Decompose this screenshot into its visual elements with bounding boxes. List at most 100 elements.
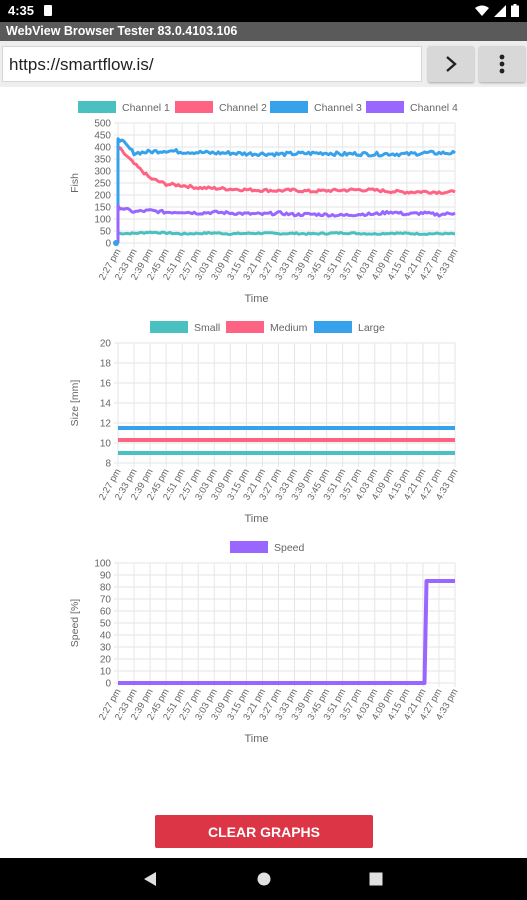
y-tick-label: 14	[100, 399, 112, 410]
legend-item[interactable]: Channel 2	[175, 101, 267, 114]
y-tick-label: 10	[100, 439, 112, 450]
series-line	[116, 145, 456, 243]
size-chart-legend: Small Medium Large	[150, 321, 385, 334]
y-tick-label: 16	[100, 379, 112, 390]
y-tick-label: 400	[94, 143, 111, 154]
y-tick-label: 20	[100, 339, 112, 350]
speed-chart-x-label: Time	[244, 733, 268, 745]
fish-chart-series	[113, 137, 456, 246]
navigation-bar	[0, 858, 527, 900]
series-line	[116, 230, 456, 243]
y-tick-label: 18	[100, 359, 112, 370]
fish-chart: Channel 1 Channel 2 Channel 3 Channel 4 050…	[69, 101, 461, 305]
speed-chart-x-axis: 2:27 pm2:33 pm2:39 pm2:45 pm2:51 pm2:57 …	[97, 687, 461, 722]
signal-icon	[494, 4, 506, 17]
status-time: 4:35	[8, 3, 35, 18]
y-tick-label: 20	[100, 655, 112, 666]
recents-icon[interactable]	[369, 872, 383, 886]
sd-card-icon	[44, 5, 52, 16]
y-tick-label: 40	[100, 631, 112, 642]
y-tick-label: 300	[94, 167, 111, 178]
legend-item[interactable]: Small	[150, 321, 220, 334]
y-tick-label: 350	[94, 155, 111, 166]
legend-swatch	[78, 101, 116, 113]
legend-label: Channel 2	[219, 102, 267, 114]
size-chart-grid	[114, 342, 456, 467]
status-bar: 4:35	[0, 0, 527, 22]
y-tick-label: 0	[105, 679, 111, 690]
series-line	[118, 579, 455, 685]
y-tick-label: 10	[100, 667, 112, 678]
y-tick-label: 250	[94, 179, 111, 190]
legend-item[interactable]: Channel 3	[270, 101, 362, 114]
y-tick-label: 50	[100, 227, 112, 238]
legend-item[interactable]: Medium	[226, 321, 308, 334]
size-chart-y-label: Size [mm]	[69, 380, 81, 427]
legend-swatch	[314, 321, 352, 333]
back-icon[interactable]	[143, 871, 157, 887]
speed-chart-series	[118, 579, 455, 685]
legend-item[interactable]: Speed	[230, 541, 305, 554]
y-tick-label: 90	[100, 571, 112, 582]
y-tick-label: 500	[94, 119, 111, 130]
chevron-right-icon	[446, 56, 457, 72]
legend-swatch	[366, 101, 404, 113]
more-vert-icon	[499, 54, 505, 74]
y-tick-label: 50	[100, 619, 112, 630]
y-tick-label: 70	[100, 595, 112, 606]
legend-swatch	[175, 101, 213, 113]
y-tick-label: 30	[100, 643, 112, 654]
app-title: WebView Browser Tester 83.0.4103.106	[0, 22, 527, 41]
speed-chart-y-label: Speed [%]	[69, 599, 81, 648]
fish-chart-x-label: Time	[244, 293, 268, 305]
speed-chart-legend: Speed	[230, 541, 305, 554]
y-tick-label: 100	[94, 215, 111, 226]
legend-label: Channel 4	[410, 102, 458, 114]
address-bar: https://smartflow.is/	[0, 41, 527, 87]
size-chart-x-axis: 2:27 pm2:33 pm2:39 pm2:45 pm2:51 pm2:57 …	[97, 467, 461, 502]
fish-chart-x-axis: 2:27 pm2:33 pm2:39 pm2:45 pm2:51 pm2:57 …	[97, 247, 461, 282]
legend-swatch	[150, 321, 188, 333]
legend-label: Channel 3	[314, 102, 362, 114]
size-chart-series	[118, 426, 455, 455]
legend-label: Medium	[270, 322, 308, 334]
legend-item[interactable]: Channel 1	[78, 101, 170, 114]
url-input[interactable]: https://smartflow.is/	[2, 46, 422, 82]
y-tick-label: 100	[94, 559, 111, 570]
size-chart-x-label: Time	[244, 513, 268, 525]
series-line	[116, 204, 456, 243]
legend-label: Large	[358, 322, 385, 334]
legend-swatch	[226, 321, 264, 333]
speed-chart-grid	[114, 562, 456, 687]
wifi-icon	[475, 5, 489, 16]
legend-label: Small	[194, 322, 220, 334]
size-chart-y-axis: 8 10 12 14 16 18 20	[100, 339, 112, 470]
y-tick-label: 450	[94, 131, 111, 142]
y-tick-label: 12	[100, 419, 112, 430]
legend-label: Speed	[274, 542, 305, 554]
y-tick-label: 8	[105, 459, 111, 470]
clear-graphs-button[interactable]: CLEAR GRAPHS	[155, 815, 373, 848]
legend-label: Channel 1	[122, 102, 170, 114]
y-tick-label: 60	[100, 607, 112, 618]
y-tick-label: 200	[94, 191, 111, 202]
fish-chart-y-label: Fish	[69, 173, 81, 193]
go-button[interactable]	[428, 46, 474, 82]
battery-icon	[511, 4, 519, 17]
origin-point	[113, 240, 119, 246]
menu-button[interactable]	[479, 46, 525, 82]
series-line	[116, 137, 456, 243]
legend-item[interactable]: Channel 4	[366, 101, 458, 114]
legend-item[interactable]: Large	[314, 321, 385, 334]
status-icons	[475, 4, 519, 17]
y-tick-label: 0	[105, 239, 111, 250]
size-chart: Small Medium Large 8 10 12 14 16 18 20 2:27 pm2:…	[69, 321, 461, 525]
legend-swatch	[270, 101, 308, 113]
home-icon[interactable]	[256, 871, 272, 887]
fish-chart-legend: Channel 1 Channel 2 Channel 3 Channel 4	[78, 101, 458, 114]
legend-swatch	[230, 541, 268, 553]
y-tick-label: 80	[100, 583, 112, 594]
